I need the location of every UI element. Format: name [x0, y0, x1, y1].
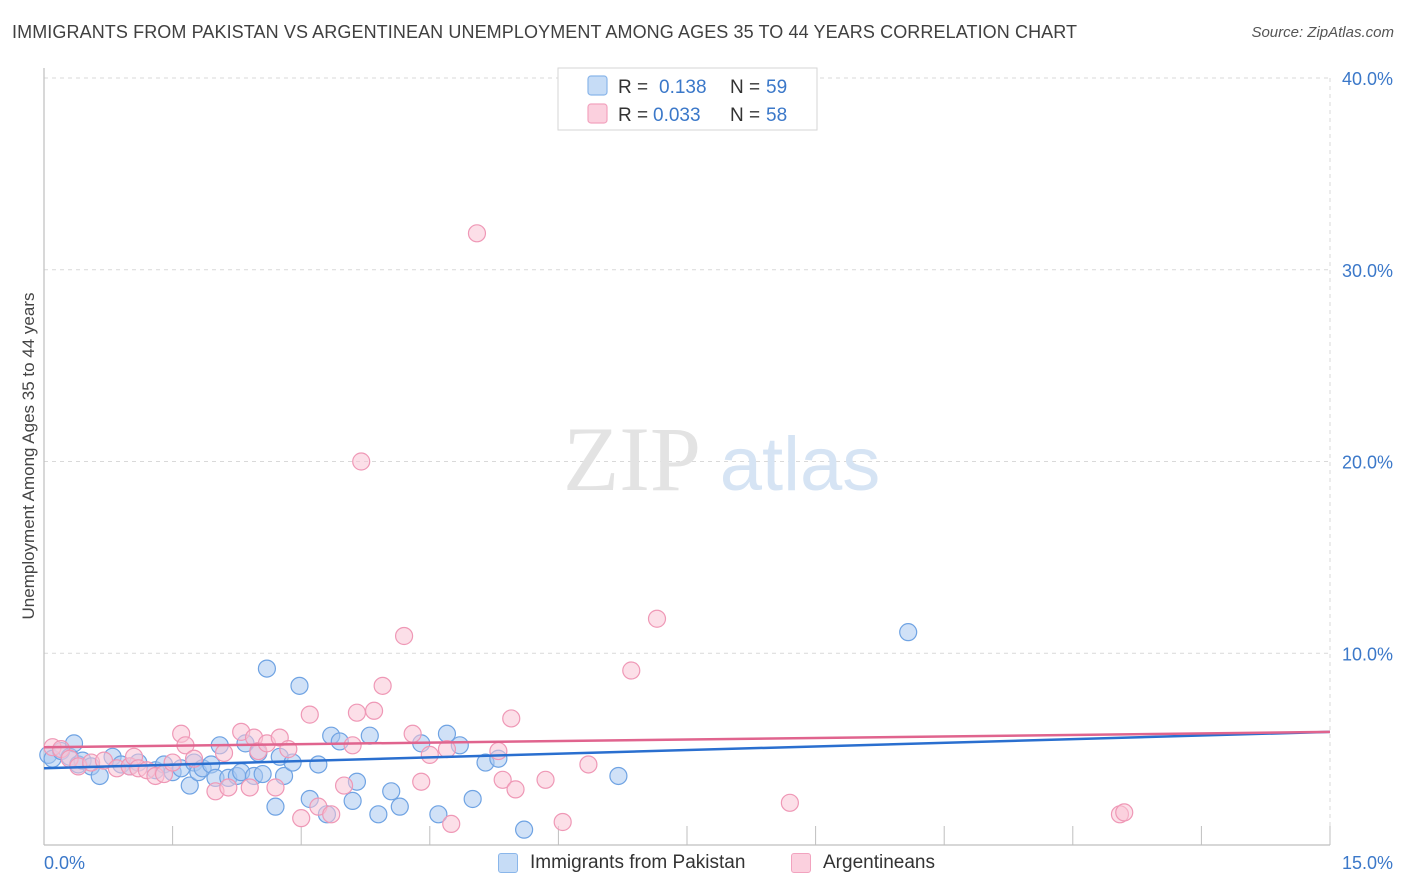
pakistan-point [290, 676, 309, 695]
argentineans-point [373, 676, 392, 695]
argentineans-point [420, 745, 439, 764]
argentineans-point [442, 814, 461, 834]
bottom-legend: Immigrants from Pakistan Argentineans [0, 852, 1406, 878]
pakistan-point [515, 820, 534, 839]
pakistan-point [343, 791, 362, 810]
argentineans-point [502, 709, 521, 728]
legend-n-value-1: 59 [766, 77, 787, 98]
argentineans-point [214, 743, 234, 763]
argentineans-point [163, 753, 182, 772]
pakistan-point [257, 659, 277, 678]
argentineans-point [506, 780, 525, 799]
argentineans-point [364, 701, 384, 720]
pakistan-point [266, 797, 285, 816]
pakistan-point [253, 764, 272, 784]
argentineans-point [403, 724, 422, 743]
argentineans-point [240, 778, 259, 797]
argentineans-point [622, 661, 641, 680]
argentineans-point [300, 705, 319, 724]
argentineans-point [292, 809, 311, 828]
argentineans-point [1115, 803, 1134, 822]
bottom-legend-label-argentineans: Argentineans [823, 852, 935, 873]
argentineans-point [334, 776, 354, 795]
argentineans-point [536, 770, 555, 789]
data-points [39, 224, 1134, 839]
argentineans-point [352, 452, 371, 471]
legend-n-label-1: N = [730, 77, 760, 98]
legend-n-value-2: 58 [766, 105, 787, 126]
trend-lines [43, 730, 1331, 770]
argentineans-point [647, 609, 667, 628]
chart-title: IMMIGRANTS FROM PAKISTAN VS ARGENTINEAN … [12, 22, 1078, 42]
y-tick-label: 30.0% [1342, 261, 1393, 281]
legend-swatch-argentineans [587, 103, 608, 124]
legend-top: R = 0.138 N = 59 R = 0.033 N = 58 [557, 67, 818, 131]
pakistan-point [360, 726, 379, 745]
pakistan-point [382, 782, 401, 801]
legend-n-label-2: N = [730, 105, 760, 126]
pakistan-point [899, 623, 918, 642]
pakistan-point [309, 755, 328, 774]
pakistan-trend-line [43, 730, 1331, 770]
legend-r-label-1: R = [618, 77, 648, 98]
bottom-legend-pakistan: Immigrants from Pakistan [498, 852, 745, 874]
y-tick-label: 10.0% [1342, 644, 1393, 664]
bottom-legend-argentineans: Argentineans [791, 852, 935, 874]
bottom-legend-swatch-pakistan [498, 853, 518, 873]
argentineans-point [780, 793, 799, 812]
bottom-legend-label-pakistan: Immigrants from Pakistan [530, 852, 746, 873]
argentineans-point [489, 741, 508, 761]
pakistan-point [429, 805, 448, 824]
argentineans-point [322, 805, 341, 824]
x-tick-label: 15.0% [1342, 853, 1393, 873]
argentineans-point [347, 703, 367, 722]
source-credit: Source: ZipAtlas.com [1251, 24, 1394, 41]
argentineans-point [394, 626, 414, 646]
y-tick-label: 40.0% [1342, 69, 1393, 89]
argentineans-point [266, 778, 285, 797]
legend-swatch-pakistan [587, 75, 608, 96]
pakistan-point [369, 805, 388, 824]
argentineans-trend-line [43, 730, 1331, 749]
watermark-atlas: atlas [720, 422, 881, 507]
argentineans-point [553, 812, 572, 832]
y-tick-label: 20.0% [1342, 453, 1393, 473]
tick-labels: 10.0% 20.0% 30.0% 40.0% 0.0% 15.0% [44, 69, 1393, 873]
bottom-legend-swatch-argentineans [791, 853, 811, 873]
watermark-zip: ZIP [563, 408, 701, 510]
watermark: ZIP atlas [563, 408, 880, 510]
pakistan-point [463, 789, 482, 809]
argentineans-point [343, 736, 362, 755]
argentineans-point [412, 772, 431, 791]
pakistan-point [609, 766, 628, 786]
pakistan-point [180, 776, 199, 795]
x-tick-label: 0.0% [44, 853, 85, 873]
pakistan-point [390, 797, 409, 816]
legend-r-label-2: R = [618, 105, 648, 126]
legend-r-value-1: 0.138 [659, 77, 707, 98]
argentineans-point [579, 755, 598, 774]
argentineans-point [493, 770, 512, 789]
legend-r-value-2: 0.033 [653, 105, 701, 126]
argentineans-point [219, 778, 238, 797]
argentineans-point [467, 224, 487, 243]
